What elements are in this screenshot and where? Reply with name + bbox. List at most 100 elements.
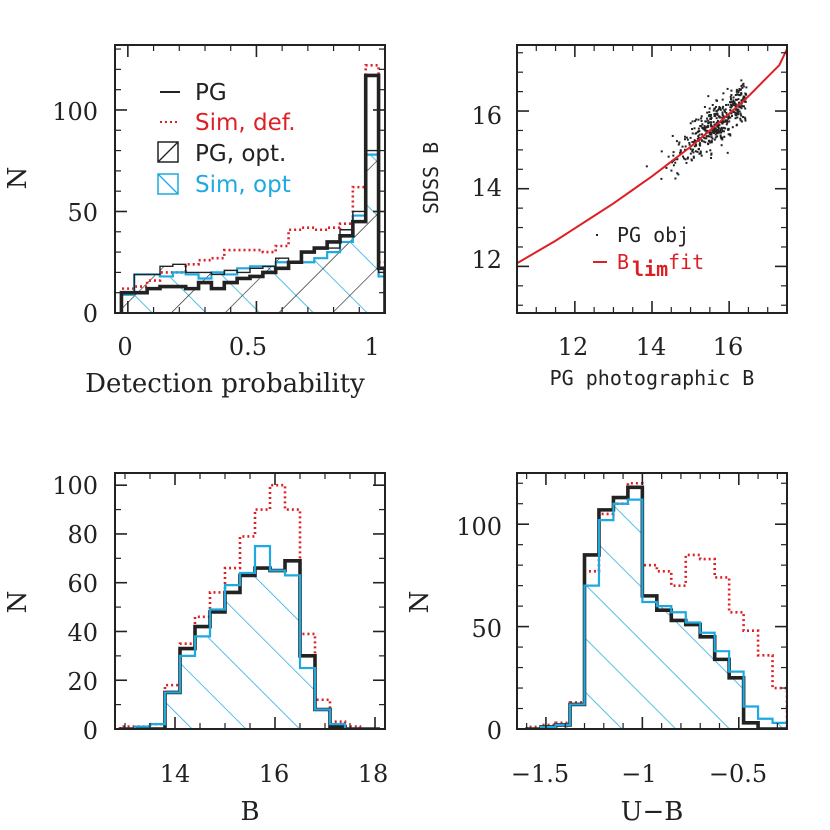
scatter-point bbox=[708, 133, 711, 136]
panel-scatter-ticks bbox=[517, 45, 787, 313]
scatter-point bbox=[716, 119, 719, 122]
panel-B-marks bbox=[118, 483, 380, 729]
fit-curve bbox=[517, 46, 787, 265]
scatter-point bbox=[723, 109, 726, 112]
scatter-point bbox=[699, 152, 702, 155]
scatter-point bbox=[722, 121, 725, 124]
scatter-point bbox=[738, 101, 741, 104]
scatter-point bbox=[717, 108, 720, 111]
scatter-point bbox=[727, 127, 730, 130]
scatter-point bbox=[713, 107, 716, 110]
scatter-point bbox=[689, 152, 692, 155]
scatter-point bbox=[740, 85, 743, 88]
scatter-point bbox=[697, 127, 700, 130]
scatter-point bbox=[713, 112, 716, 115]
panel-UB-marks bbox=[525, 481, 787, 729]
scatter-point bbox=[742, 85, 745, 88]
p3-ytick-3: 60 bbox=[67, 570, 98, 598]
p4-xtick-0: −1.5 bbox=[511, 760, 569, 788]
scatter-point bbox=[707, 125, 710, 128]
scatter-point bbox=[737, 90, 740, 93]
scatter-point bbox=[704, 129, 707, 132]
scatter-point bbox=[736, 93, 739, 96]
p2-ytick-0: 12 bbox=[471, 246, 502, 274]
scatter-point bbox=[737, 111, 740, 114]
scatter-point bbox=[694, 140, 697, 143]
scatter-point bbox=[730, 93, 733, 96]
panel-B-ticks bbox=[115, 473, 385, 730]
scatter-point bbox=[732, 104, 735, 107]
legend-label-pg-opt: PG, opt. bbox=[195, 141, 286, 167]
scatter-point bbox=[706, 111, 709, 114]
scatter-point bbox=[700, 139, 703, 142]
scatter-point bbox=[734, 117, 737, 120]
scatter-point bbox=[709, 117, 712, 120]
scatter-point bbox=[710, 124, 713, 127]
p2-xtick-1: 14 bbox=[636, 333, 667, 361]
scatter-point bbox=[677, 143, 680, 146]
scatter-point bbox=[740, 107, 743, 110]
scatter-point bbox=[691, 128, 694, 131]
scatter-point bbox=[727, 133, 730, 136]
scatter-point bbox=[718, 123, 721, 126]
scatter-point bbox=[714, 133, 717, 136]
scatter-point bbox=[717, 128, 720, 131]
scatter-point bbox=[731, 114, 734, 117]
scatter-point bbox=[725, 123, 728, 126]
scatter-point bbox=[708, 114, 711, 117]
scatter-point bbox=[703, 128, 706, 131]
scatter-point bbox=[682, 157, 685, 160]
scatter-point bbox=[704, 120, 707, 123]
scatter-point bbox=[730, 100, 733, 103]
scatter-point bbox=[708, 107, 711, 110]
scatter-point bbox=[720, 127, 723, 130]
scatter-point bbox=[713, 138, 716, 141]
scatter-point bbox=[692, 151, 695, 154]
scatter-point bbox=[733, 101, 736, 104]
scatter-point bbox=[709, 141, 712, 144]
scatter-point bbox=[720, 137, 723, 140]
scatter-point bbox=[721, 130, 724, 133]
scatter-point bbox=[723, 120, 726, 123]
scatter-point bbox=[698, 143, 701, 146]
scatter-point bbox=[719, 129, 722, 132]
scatter-point bbox=[719, 116, 722, 119]
p4-ylabel: N bbox=[405, 591, 435, 614]
scatter-point bbox=[719, 108, 722, 111]
legend-label-fit-sub: lim bbox=[632, 257, 668, 281]
scatter-point bbox=[735, 123, 738, 126]
scatter-point bbox=[710, 156, 713, 159]
legend-swatch-pg-opt-hatch bbox=[157, 141, 179, 163]
scatter-point bbox=[707, 95, 710, 98]
scatter-point bbox=[692, 141, 695, 144]
scatter-point bbox=[721, 113, 724, 116]
scatter-point bbox=[713, 132, 716, 135]
scatter-point bbox=[730, 105, 733, 108]
scatter-point bbox=[729, 133, 732, 136]
legend-label-fit-word: fit bbox=[668, 250, 704, 274]
scatter-point bbox=[742, 97, 745, 100]
scatter-point bbox=[740, 92, 743, 95]
scatter-point bbox=[709, 113, 712, 116]
scatter-point bbox=[689, 148, 692, 151]
scatter-point bbox=[705, 125, 708, 128]
scatter-point bbox=[731, 126, 734, 129]
scatter-point bbox=[743, 116, 746, 119]
scatter-point bbox=[739, 105, 742, 108]
scatter-point bbox=[714, 136, 717, 139]
scatter-point bbox=[702, 127, 705, 130]
legend-swatch-sim-opt bbox=[157, 173, 179, 195]
scatter-point bbox=[727, 114, 730, 117]
scatter-point bbox=[736, 109, 739, 112]
scatter-point bbox=[722, 105, 725, 108]
scatter-point bbox=[707, 122, 710, 125]
scatter-point bbox=[707, 119, 710, 122]
p1-ytick-0: 0 bbox=[83, 300, 98, 328]
scatter-point bbox=[705, 120, 708, 123]
scatter-point bbox=[724, 127, 727, 130]
legend-label-sim-opt: Sim, opt bbox=[195, 172, 291, 198]
p2-ytick-1: 14 bbox=[471, 174, 502, 202]
panel-detection-frame bbox=[114, 44, 386, 314]
scatter-point bbox=[737, 91, 740, 94]
scatter-point bbox=[705, 135, 708, 138]
